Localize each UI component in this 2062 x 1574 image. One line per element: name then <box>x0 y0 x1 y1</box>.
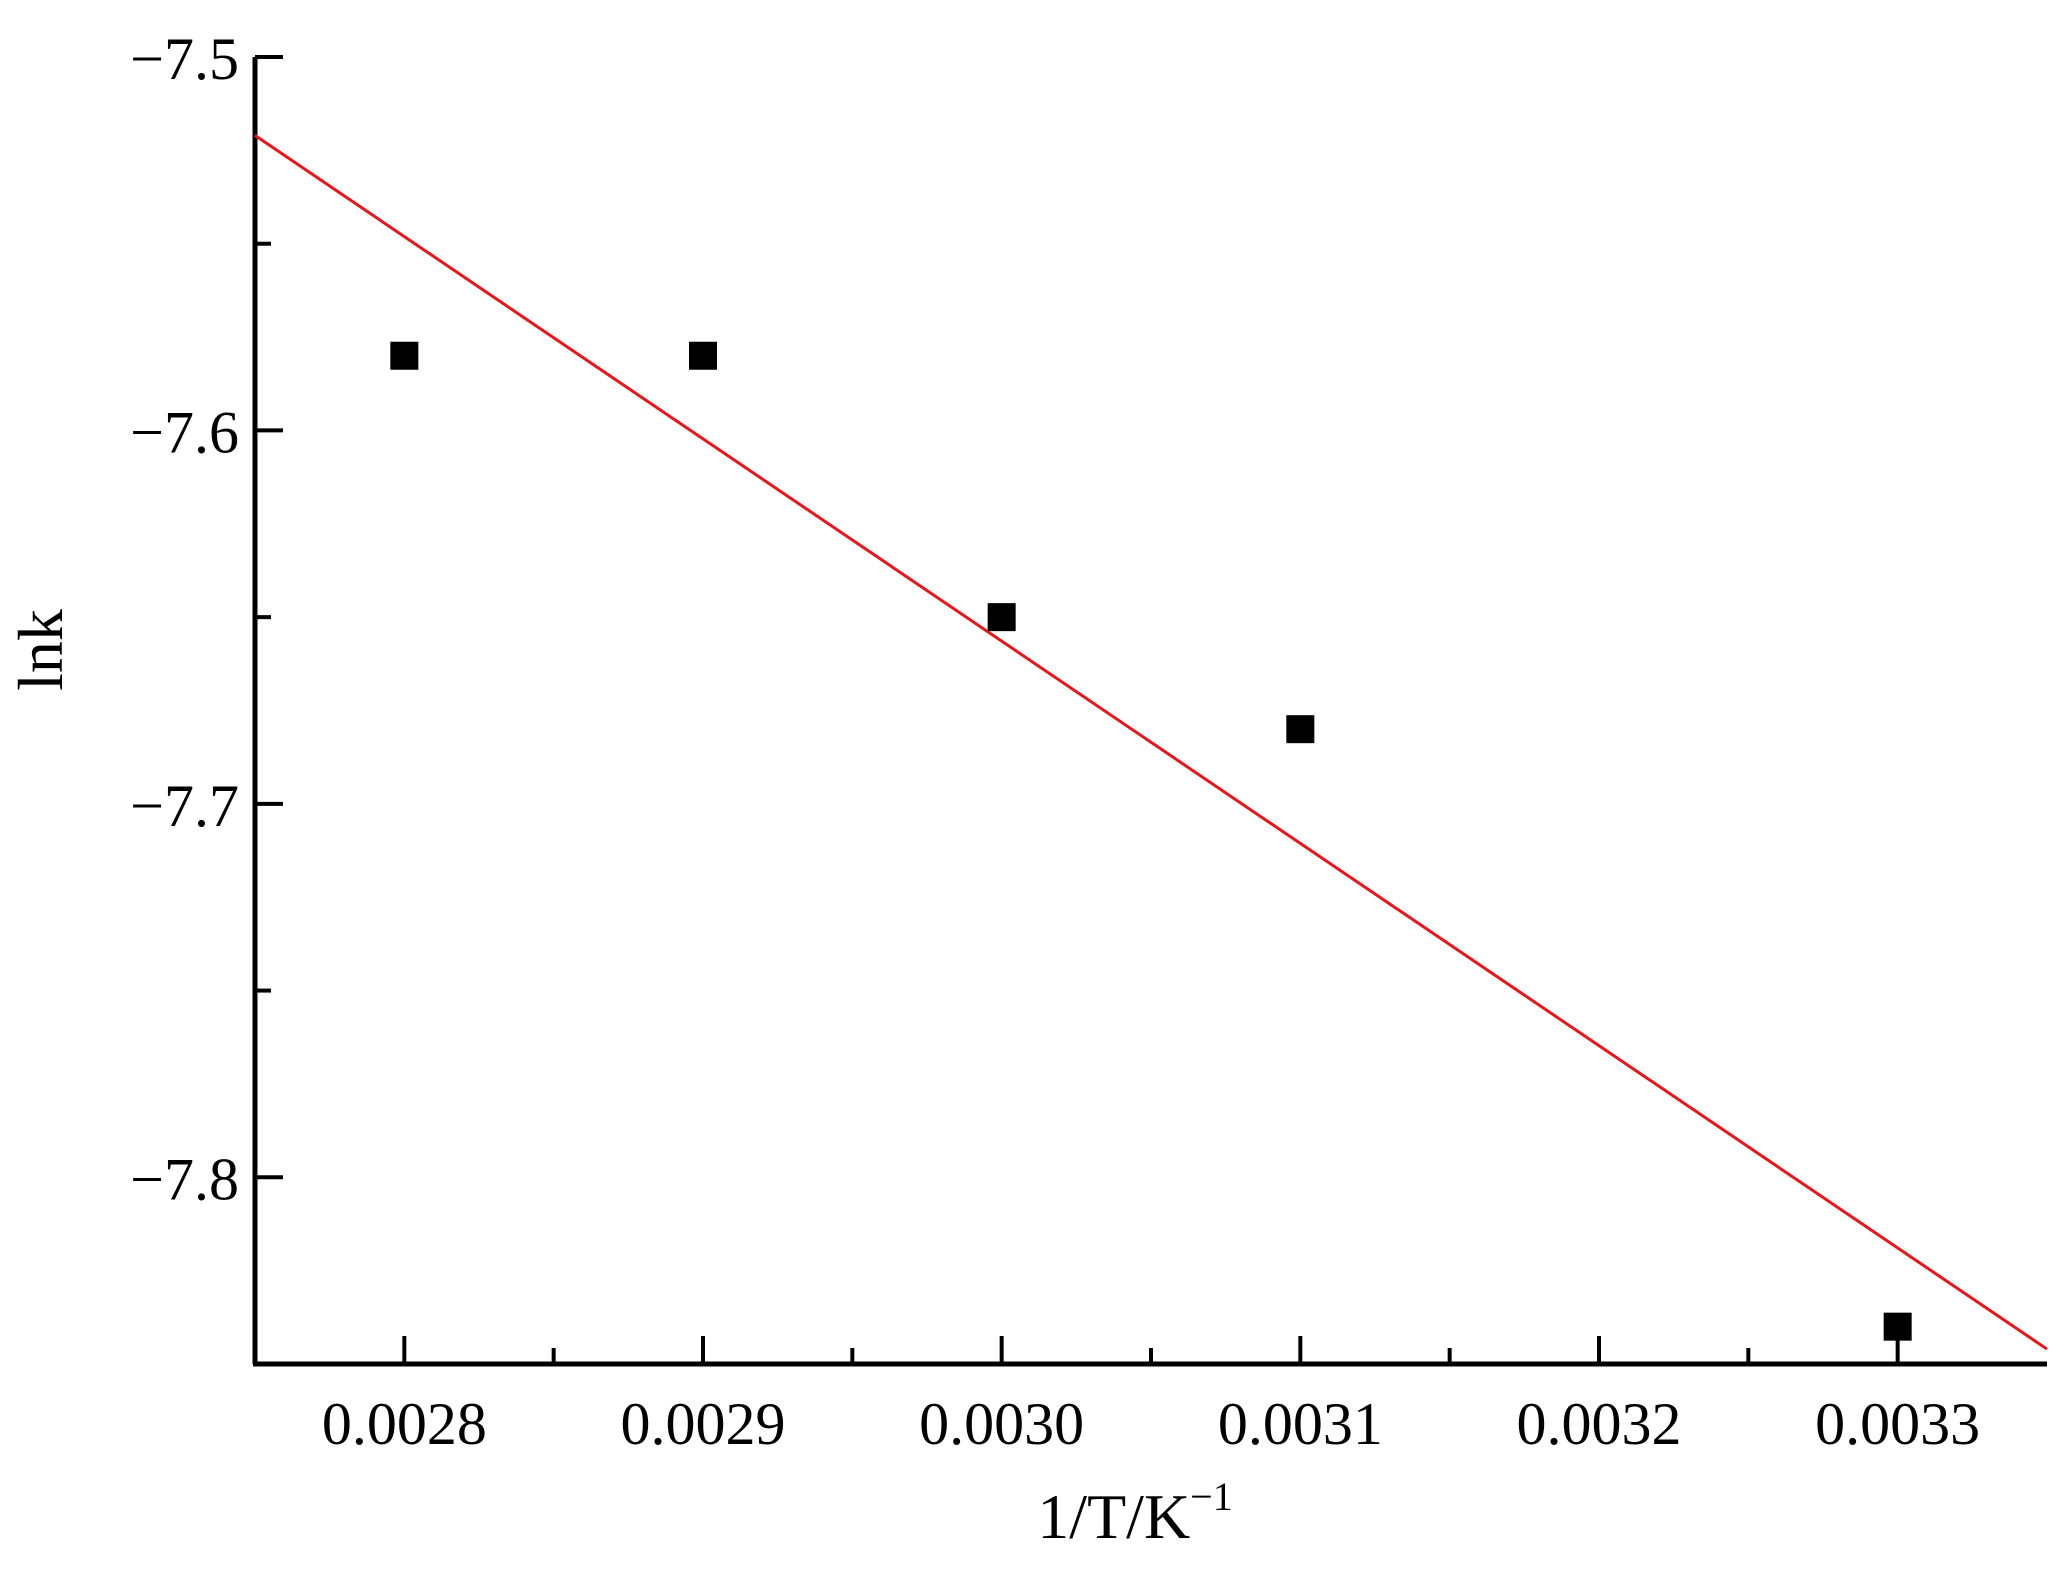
data-point <box>390 341 419 370</box>
x-axis-title: 1/T/K <box>1037 1481 1190 1552</box>
data-point <box>689 341 717 370</box>
y-tick-label: −7.5 <box>130 26 239 92</box>
x-tick-label: 0.0030 <box>919 1391 1084 1457</box>
x-axis-title-group: 1/T/K−1 <box>1037 1474 1232 1552</box>
data-points <box>390 341 1912 1341</box>
data-point <box>987 603 1016 632</box>
x-tick-label: 0.0028 <box>322 1391 487 1457</box>
data-point <box>1286 715 1315 744</box>
x-axis-title-superscript: −1 <box>1190 1474 1233 1519</box>
x-tick-label: 0.0031 <box>1218 1391 1383 1457</box>
y-tick-label: −7.7 <box>130 773 239 839</box>
data-point <box>1883 1312 1912 1341</box>
y-axis-title: lnk <box>5 609 76 691</box>
fit-line-group <box>254 134 2048 1351</box>
x-tick-label: 0.0032 <box>1517 1391 1682 1457</box>
fit-line <box>254 134 2048 1351</box>
x-tick-label: 0.0033 <box>1815 1391 1980 1457</box>
x-tick-label: 0.0029 <box>621 1391 786 1457</box>
axis-ticks: 0.0028 0.0029 0.0030 0.0031 0.0032 0.0033 −7.5… <box>130 26 1980 1457</box>
y-tick-label: −7.6 <box>130 399 239 465</box>
y-tick-label: −7.8 <box>130 1146 239 1212</box>
